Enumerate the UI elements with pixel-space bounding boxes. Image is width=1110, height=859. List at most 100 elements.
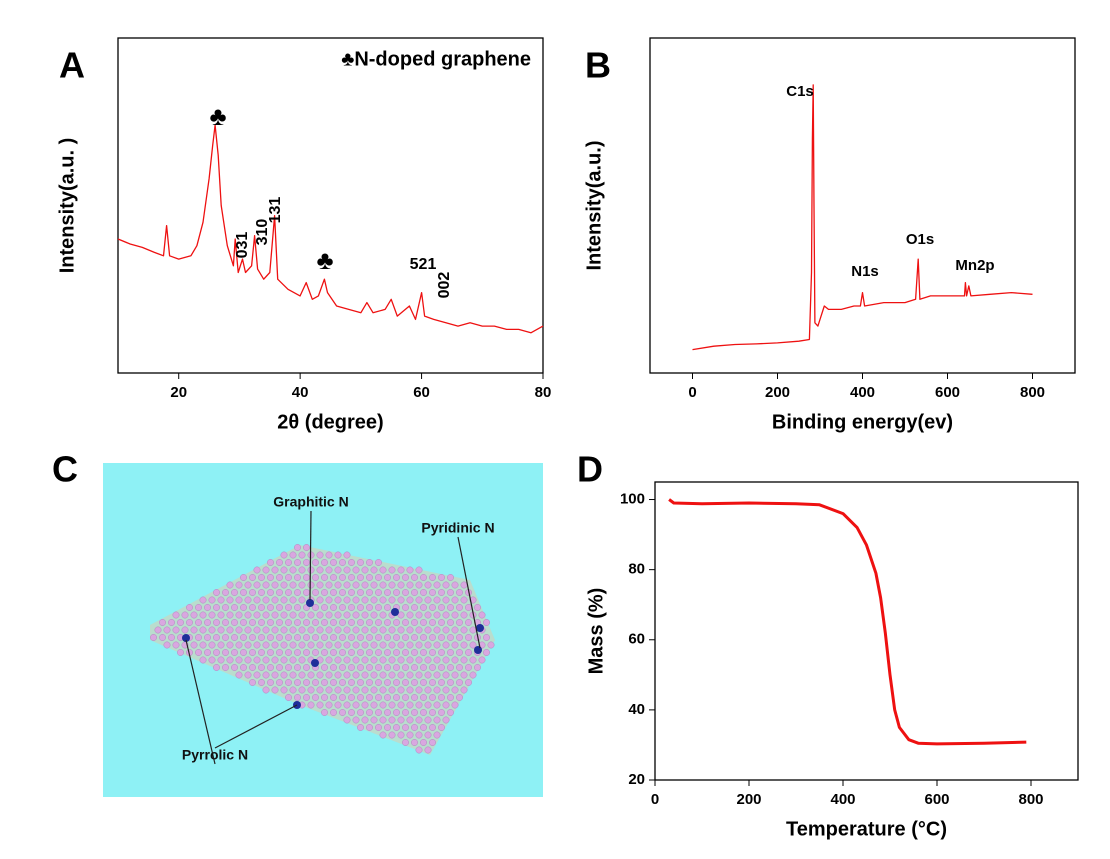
atom <box>357 619 364 626</box>
atom <box>379 671 387 679</box>
atom <box>352 566 360 574</box>
atom <box>361 686 369 694</box>
atom <box>402 739 409 746</box>
atom <box>249 619 256 626</box>
atom <box>424 716 432 724</box>
atom <box>361 701 369 709</box>
x-tick-label: 800 <box>1020 384 1045 401</box>
leader-line <box>185 639 216 765</box>
atom <box>415 731 423 739</box>
atom <box>172 611 180 619</box>
atom <box>312 559 319 566</box>
atom <box>222 604 229 611</box>
nitrogen-atom <box>474 646 482 654</box>
atom <box>456 604 463 611</box>
atom <box>262 611 270 619</box>
atom <box>325 686 333 694</box>
atom <box>451 611 459 619</box>
atom <box>195 619 202 626</box>
atom <box>429 679 436 686</box>
atom <box>456 664 463 671</box>
atom <box>393 649 400 656</box>
atom <box>348 679 355 686</box>
atom <box>276 649 283 656</box>
atom <box>231 619 238 626</box>
atom <box>325 701 333 709</box>
atom <box>321 679 328 686</box>
x-axis-label: Binding energy(ev) <box>772 411 953 433</box>
atom <box>469 656 477 664</box>
atom <box>208 641 216 649</box>
atom <box>240 649 247 656</box>
atom <box>235 641 243 649</box>
atom <box>298 656 306 664</box>
atom <box>235 611 243 619</box>
atom <box>303 649 310 656</box>
atom <box>411 664 418 671</box>
atom <box>357 634 364 641</box>
atom <box>411 694 418 701</box>
atom <box>348 709 355 716</box>
atom <box>352 611 360 619</box>
atom <box>420 634 427 641</box>
atom <box>249 574 256 581</box>
atom <box>402 694 409 701</box>
atom <box>289 566 297 574</box>
x-tick-label: 20 <box>170 384 187 401</box>
atom <box>438 604 445 611</box>
atom <box>271 596 279 604</box>
atom <box>298 596 306 604</box>
atom <box>366 664 373 671</box>
atom <box>402 709 409 716</box>
atom <box>375 649 382 656</box>
atom <box>280 671 288 679</box>
atom <box>460 626 468 634</box>
atom <box>289 626 297 634</box>
atom <box>235 581 243 589</box>
atom <box>424 701 432 709</box>
atom <box>442 611 450 619</box>
atom <box>276 589 283 596</box>
atom <box>402 589 409 596</box>
atom <box>280 551 288 559</box>
atom <box>438 574 445 581</box>
atom <box>370 686 378 694</box>
atom <box>411 709 418 716</box>
atom <box>384 709 391 716</box>
atom <box>321 634 328 641</box>
atom <box>231 634 238 641</box>
atom <box>415 671 423 679</box>
atom <box>240 634 247 641</box>
atom <box>289 596 297 604</box>
atom <box>388 626 396 634</box>
atom <box>406 611 414 619</box>
atom <box>460 671 468 679</box>
atom <box>411 649 418 656</box>
atom <box>258 589 265 596</box>
atom <box>456 634 463 641</box>
atom <box>379 731 387 739</box>
atom <box>366 589 373 596</box>
atom <box>271 671 279 679</box>
nitrogen-atom <box>182 634 190 642</box>
atom <box>465 664 472 671</box>
atom <box>393 679 400 686</box>
atom <box>280 566 288 574</box>
atom <box>163 626 171 634</box>
peak-label: 131 <box>267 197 284 224</box>
atom <box>208 626 216 634</box>
atom <box>343 716 351 724</box>
atom <box>285 649 292 656</box>
atom <box>478 656 486 664</box>
atom <box>316 701 324 709</box>
atom <box>303 544 310 551</box>
atom <box>267 619 274 626</box>
atom <box>456 649 463 656</box>
atom <box>249 589 256 596</box>
atom <box>159 634 166 641</box>
atom <box>438 679 445 686</box>
atom <box>240 574 247 581</box>
atom <box>384 649 391 656</box>
atom <box>384 634 391 641</box>
atom <box>325 626 333 634</box>
